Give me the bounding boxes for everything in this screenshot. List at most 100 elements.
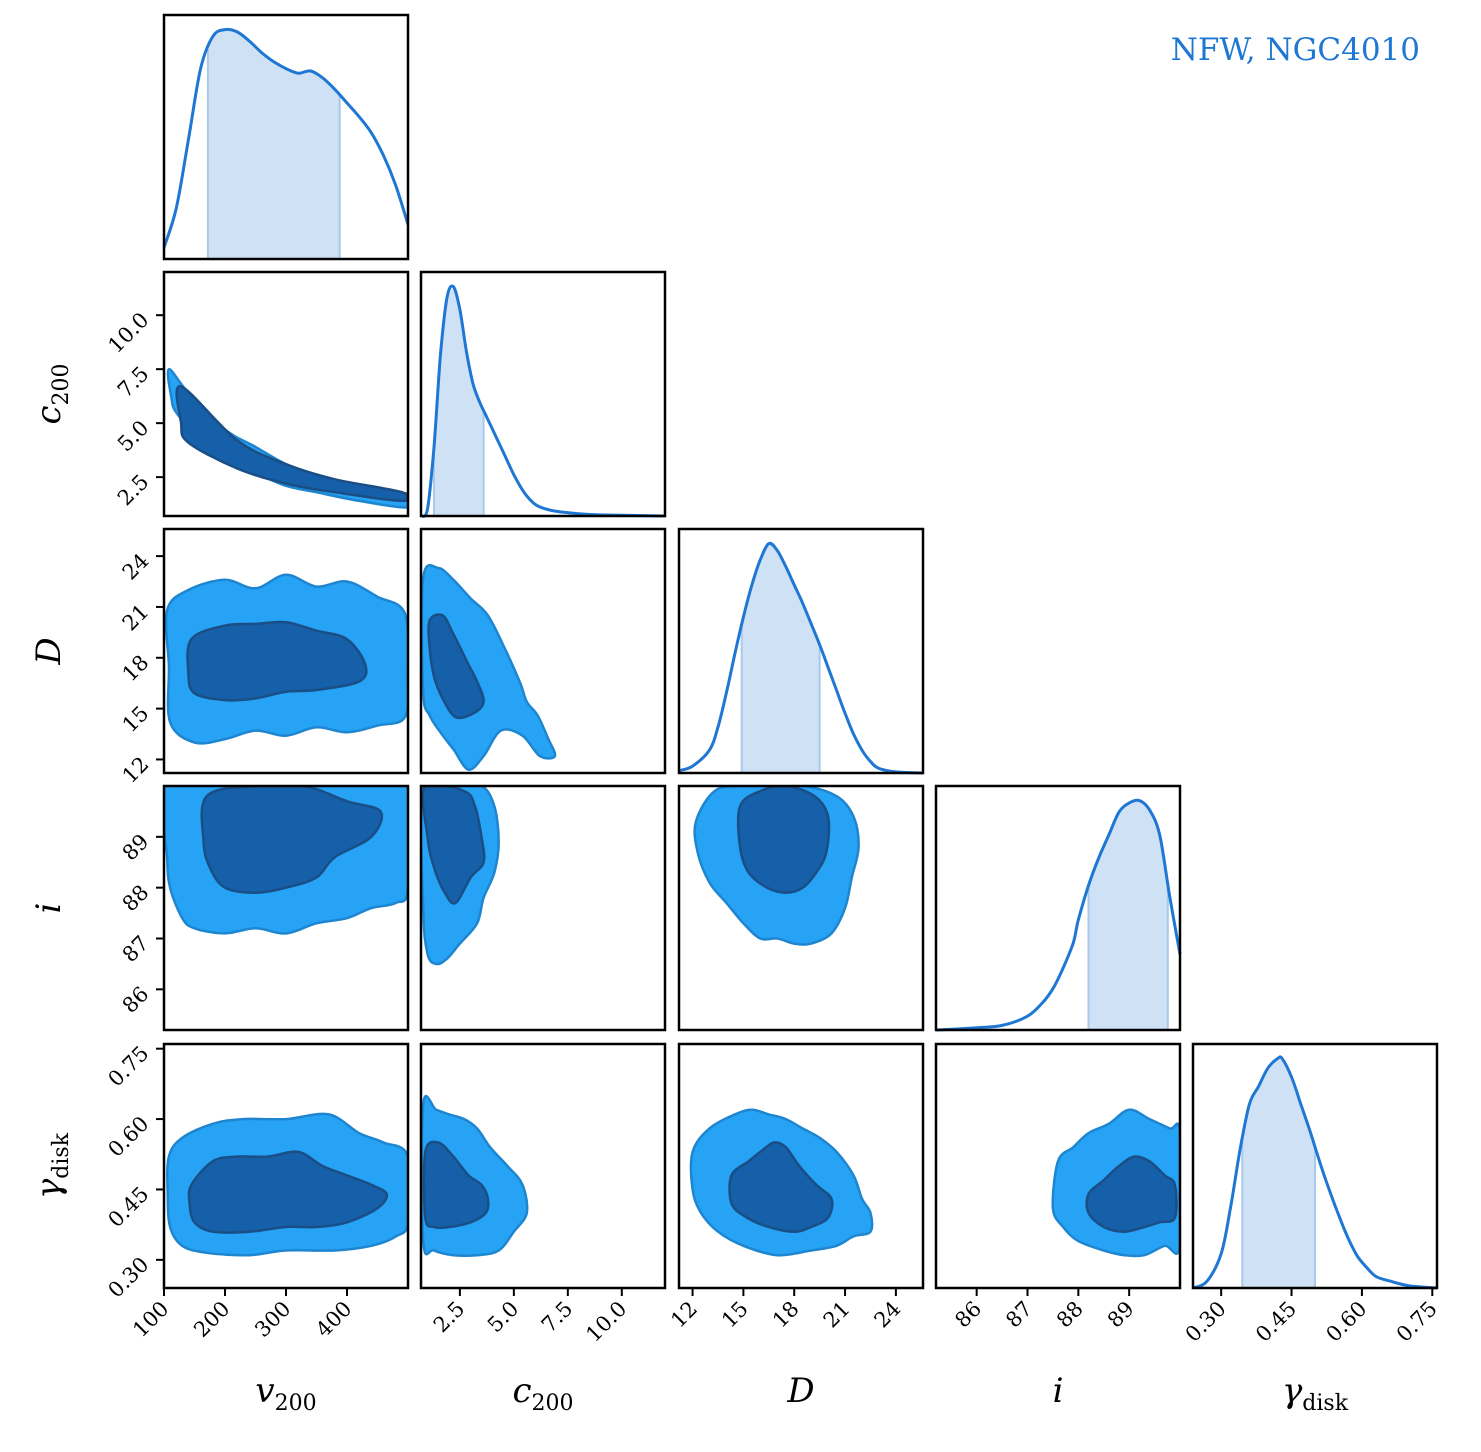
x-tick-label: 7.5 <box>537 1297 578 1338</box>
panel-frame <box>677 784 925 1032</box>
y-tick-label: 21 <box>118 600 154 636</box>
x-tick-label: 200 <box>189 1297 234 1342</box>
contour-68 <box>421 786 486 905</box>
contour-group <box>421 563 557 771</box>
contour-group <box>166 367 408 509</box>
x-tick-label: 89 <box>1103 1297 1139 1333</box>
contour-68 <box>187 1150 389 1234</box>
x-tick-label: 24 <box>870 1297 906 1333</box>
x-tick-label: 300 <box>250 1297 295 1342</box>
panel-frame <box>162 784 410 1032</box>
contour-68 <box>736 786 831 894</box>
x-axis-label: c200 <box>512 1371 573 1416</box>
y-tick-label: 24 <box>118 549 154 585</box>
x-tick-label: 86 <box>950 1297 986 1333</box>
joint-panel <box>677 784 925 1032</box>
contour-group <box>421 786 500 966</box>
x-tick-label: 5.0 <box>483 1297 524 1338</box>
y-tick-label: 0.30 <box>103 1252 153 1302</box>
panel-frame <box>419 1042 667 1290</box>
contour-group <box>421 1095 529 1257</box>
panel-frame <box>419 270 667 518</box>
y-tick-label: 7.5 <box>113 362 154 403</box>
density-curve <box>935 798 1182 1032</box>
y-tick-label: 0.45 <box>103 1182 153 1232</box>
joint-panel <box>419 1042 667 1290</box>
marginal-panel <box>419 270 667 518</box>
y-tick-label: 10.0 <box>103 308 153 358</box>
y-tick-label: 0.60 <box>103 1112 153 1162</box>
x-tick-label: 100 <box>128 1297 173 1342</box>
joint-panel <box>162 527 410 775</box>
contour-68 <box>175 385 408 503</box>
y-tick-label: 86 <box>118 982 154 1018</box>
density-curve <box>678 541 924 775</box>
x-tick-label: 400 <box>311 1297 356 1342</box>
contour-68 <box>422 1140 490 1230</box>
x-tick-label: 12 <box>666 1297 702 1333</box>
y-tick-label: 88 <box>118 880 154 916</box>
contour-68 <box>427 613 485 720</box>
contour-95 <box>421 563 557 771</box>
y-axis-label: i <box>29 903 69 914</box>
joint-panel <box>419 784 667 1032</box>
x-tick-label: 87 <box>1001 1297 1037 1333</box>
contour-group <box>166 1112 408 1257</box>
credible-interval-fill <box>434 287 484 516</box>
x-tick-label: 0.60 <box>1321 1297 1371 1347</box>
marginal-panel <box>162 13 410 261</box>
panel-frame <box>419 784 667 1032</box>
panel-frame <box>934 784 1182 1032</box>
contour-group <box>689 1108 874 1257</box>
y-tick-label: 5.0 <box>113 416 154 457</box>
x-tick-label: 88 <box>1052 1297 1088 1333</box>
contour-group <box>164 573 408 745</box>
density-curve <box>162 27 410 248</box>
x-tick-label: 18 <box>768 1297 804 1333</box>
panel-frame <box>677 1042 925 1290</box>
contour-group <box>164 786 408 935</box>
marginal-panel <box>677 527 925 775</box>
y-tick-label: 15 <box>118 701 154 737</box>
x-axis-label: D <box>786 1371 814 1411</box>
x-axis-label: γdisk <box>1282 1371 1349 1416</box>
joint-panel <box>162 270 410 518</box>
legend-label: NFW, NGC4010 <box>1171 32 1420 68</box>
panel-frame <box>934 1042 1182 1290</box>
y-axis-label: c200 <box>29 363 74 424</box>
y-tick-label: 0.75 <box>103 1041 153 1091</box>
y-tick-label: 87 <box>118 931 154 967</box>
panel-frame <box>677 527 925 775</box>
density-curve <box>1192 1055 1438 1290</box>
x-tick-label: 2.5 <box>429 1297 470 1338</box>
marginal-panel <box>934 784 1182 1032</box>
x-tick-label: 10.0 <box>581 1297 631 1347</box>
panel-frame <box>162 527 410 775</box>
x-tick-label: 15 <box>717 1297 753 1333</box>
contour-68 <box>728 1141 834 1233</box>
x-axis-label: v200 <box>255 1371 316 1416</box>
x-tick-label: 0.45 <box>1251 1297 1301 1347</box>
contour-group <box>693 786 860 946</box>
contour-68 <box>1085 1155 1178 1233</box>
marginal-panel <box>1191 1042 1439 1290</box>
credible-interval-fill <box>1242 1058 1315 1288</box>
x-tick-label: 0.30 <box>1181 1297 1231 1347</box>
y-tick-label: 89 <box>118 829 154 865</box>
x-axis-label: i <box>1053 1371 1064 1411</box>
y-tick-label: 12 <box>118 752 154 788</box>
credible-interval-fill <box>207 29 340 260</box>
panel-frame <box>162 13 410 261</box>
joint-panel <box>934 1042 1182 1290</box>
y-axis-label: γdisk <box>29 1132 74 1199</box>
x-tick-label: 21 <box>819 1297 855 1333</box>
credible-interval-fill <box>1088 800 1168 1030</box>
x-tick-label: 0.75 <box>1392 1297 1442 1347</box>
contour-group <box>1051 1108 1180 1258</box>
panel-frame <box>1191 1042 1439 1290</box>
joint-panel <box>677 1042 925 1290</box>
panel-frame <box>162 270 410 518</box>
density-curve <box>419 284 666 518</box>
